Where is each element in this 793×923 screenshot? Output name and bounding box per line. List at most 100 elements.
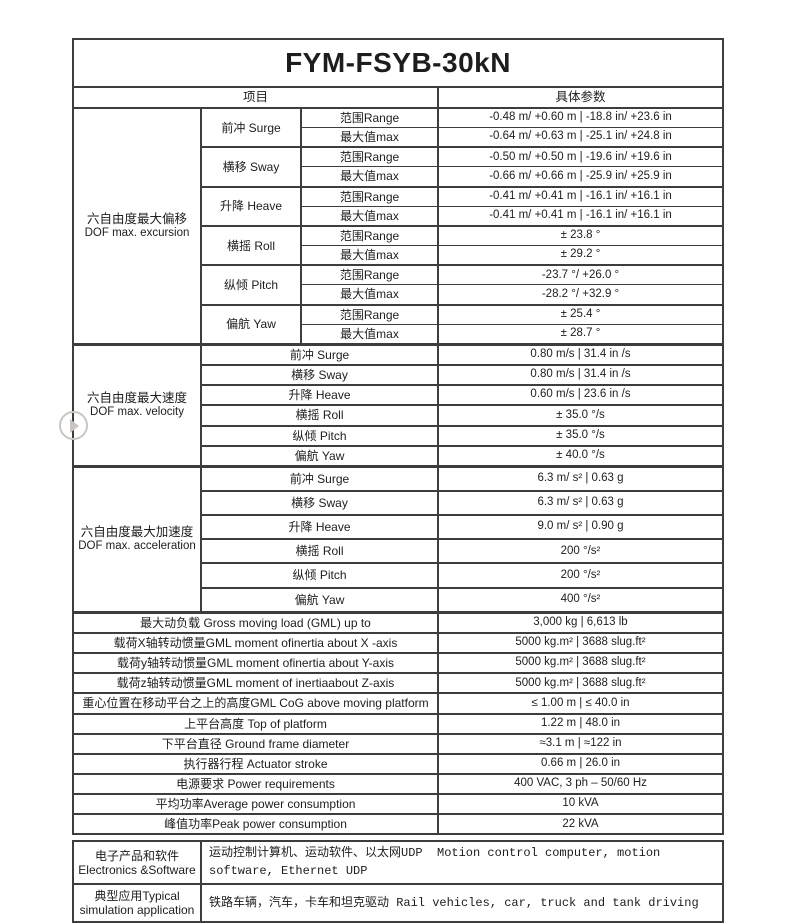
spec-sheet: FYM-FSYB-30kN 项目 具体参数 六自由度最大偏移 DOF max. … (59, 38, 724, 923)
spec-label-cell: 平均功率Average power consumption (72, 793, 439, 815)
table-row: 峰值功率Peak power consumption 22 kVA (72, 813, 724, 835)
spec-value-cell: 5000 kg.m² | 3688 slug.ft² (437, 631, 724, 654)
max-label-cell: 最大值max (300, 205, 439, 227)
application-label-zh: 典型应用Typical (94, 889, 180, 904)
value-cell: 0.80 m/s | 31.4 in /s (437, 342, 724, 366)
excursion-category-zh: 六自由度最大偏移 (86, 211, 187, 226)
table-row: 横摇 Roll 200 °/s² (73, 538, 724, 564)
acceleration-category-cell: 六自由度最大加速度 DOF max. acceleration (72, 464, 202, 613)
excursion-category-en: DOF max. excursion (84, 226, 190, 239)
dof-name-cell: 偏航 Yaw (200, 444, 439, 467)
spec-label-cell: 峰值功率Peak power consumption (72, 813, 439, 835)
column-header-row: 项目 具体参数 (72, 86, 724, 109)
dof-name-cell: 前冲 Surge (200, 464, 439, 492)
spec-value-cell: 22 kVA (437, 813, 724, 835)
dof-name-cell: 纵倾 Pitch (200, 562, 439, 589)
electronics-value-cell: 运动控制计算机、运动软件、以太网UDP Motion control compu… (200, 840, 724, 885)
spec-label-cell: 重心位置在移动平台之上的高度GML CoG above moving platf… (72, 692, 439, 715)
spec-label-cell: 载荷X轴转动惯量GML moment ofinertia about X -ax… (72, 631, 439, 654)
spec-value-cell: ≈3.1 m | ≈122 in (437, 732, 724, 755)
dof-name-cell: 横移 Sway (200, 364, 439, 386)
application-value-cell: 铁路车辆，汽车，卡车和坦克驱动 Rail vehicles, car, truc… (200, 883, 724, 923)
velocity-category-cell: 六自由度最大速度 DOF max. velocity (72, 342, 202, 467)
range-label-cell: 范围Range (300, 185, 439, 207)
dof-name-cell: 前冲 Surge (200, 107, 302, 148)
dof-name-cell: 升降 Heave (200, 514, 439, 540)
application-label-cell: 典型应用Typical simulation application (72, 883, 202, 923)
value-cell: 400 °/s² (437, 586, 724, 613)
electronics-label-cell: 电子产品和软件 Electronics &Software (72, 840, 202, 885)
dof-name-cell: 纵倾 Pitch (200, 424, 439, 447)
electronics-label-en: Electronics &Software (78, 862, 196, 877)
table-row: 下平台直径 Ground frame diameter ≈3.1 m | ≈12… (72, 732, 724, 755)
value-cell: 200 °/s² (437, 562, 724, 589)
table-row: 横移 Sway 范围Range -0.50 m/ +0.50 m | -19.6… (73, 146, 724, 188)
title-row: FYM-FSYB-30kN (72, 38, 724, 88)
value-cell: -0.64 m/ +0.63 m | -25.1 in/ +24.8 in (437, 127, 724, 148)
table-row: 横摇 Roll ± 35.0 °/s (73, 404, 724, 427)
range-label-cell: 范围Range (300, 107, 439, 129)
page-title: FYM-FSYB-30kN (72, 38, 724, 88)
table-row: 六自由度最大速度 DOF max. velocity 前冲 Surge 0.80… (72, 342, 724, 467)
value-cell: ± 25.4 ° (437, 303, 724, 325)
dof-name-cell: 前冲 Surge (200, 342, 439, 366)
dof-name-cell: 横摇 Roll (200, 404, 439, 427)
table-row: 升降 Heave 9.0 m/ s² | 0.90 g (73, 514, 724, 540)
table-row: 六自由度最大偏移 DOF max. excursion 前冲 Surge 范围R… (72, 107, 724, 345)
table-row: 重心位置在移动平台之上的高度GML CoG above moving platf… (72, 692, 724, 715)
dof-name-cell: 横摇 Roll (200, 538, 439, 564)
table-row: 横移 Sway 0.80 m/s | 31.4 in /s (73, 364, 724, 386)
spec-label-cell: 最大动负载 Gross moving load (GML) up to (72, 610, 439, 634)
max-label-cell: 最大值max (300, 323, 439, 345)
dof-name-cell: 横移 Sway (200, 489, 439, 516)
dof-name-cell: 升降 Heave (200, 384, 439, 406)
max-label-cell: 最大值max (300, 166, 439, 188)
table-row: 上平台高度 Top of platform 1.22 m | 48.0 in (72, 712, 724, 735)
table-row: 载荷z轴转动惯量GML moment of inertiaabout Z-axi… (72, 672, 724, 694)
carousel-next-icon[interactable] (59, 411, 88, 440)
table-row: 横移 Sway 6.3 m/ s² | 0.63 g (73, 489, 724, 516)
range-label-cell: 范围Range (300, 264, 439, 286)
spec-label-cell: 下平台直径 Ground frame diameter (72, 732, 439, 755)
velocity-category-zh: 六自由度最大速度 (86, 391, 187, 406)
range-label-cell: 范围Range (300, 146, 439, 168)
dof-name-cell: 偏航 Yaw (200, 303, 302, 345)
spec-value-cell: 1.22 m | 48.0 in (437, 712, 724, 735)
spec-label-cell: 执行器行程 Actuator stroke (72, 752, 439, 775)
value-cell: -23.7 °/ +26.0 ° (437, 264, 724, 286)
table-row: 纵倾 Pitch 200 °/s² (73, 562, 724, 589)
table-row: 最大值max ± 29.2 ° (73, 245, 724, 266)
spec-label-cell: 载荷y轴转动惯量GML moment ofinertia about Y-axi… (72, 652, 439, 674)
value-cell: -0.48 m/ +0.60 m | -18.8 in/ +23.6 in (437, 107, 724, 129)
params-column-header: 具体参数 (437, 86, 724, 109)
value-cell: 6.3 m/ s² | 0.63 g (437, 489, 724, 516)
table-row: 电子产品和软件 Electronics &Software 运动控制计算机、运动… (72, 840, 724, 885)
spec-label-cell: 载荷z轴转动惯量GML moment of inertiaabout Z-axi… (72, 672, 439, 694)
dof-name-cell: 横摇 Roll (200, 224, 302, 266)
value-cell: -0.50 m/ +0.50 m | -19.6 in/ +19.6 in (437, 146, 724, 168)
table-row: 典型应用Typical simulation application 铁路车辆，… (72, 883, 724, 923)
max-label-cell: 最大值max (300, 284, 439, 306)
table-row: 执行器行程 Actuator stroke 0.66 m | 26.0 in (72, 752, 724, 775)
table-row: 最大值max -0.41 m/ +0.41 m | -16.1 in/ +16.… (73, 205, 724, 227)
spec-value-cell: ≤ 1.00 m | ≤ 40.0 in (437, 692, 724, 715)
dof-name-cell: 横移 Sway (200, 146, 302, 188)
play-arrow-glyph (70, 418, 79, 433)
table-row: 最大值max ± 28.7 ° (73, 323, 724, 345)
max-label-cell: 最大值max (300, 245, 439, 266)
spec-value-cell: 3,000 kg | 6,613 lb (437, 610, 724, 634)
footer-table: 电子产品和软件 Electronics &Software 运动控制计算机、运动… (72, 840, 724, 923)
excursion-category-cell: 六自由度最大偏移 DOF max. excursion (72, 107, 202, 345)
electronics-label-zh: 电子产品和软件 (94, 848, 179, 863)
dof-name-cell: 纵倾 Pitch (200, 264, 302, 306)
table-row: 最大动负载 Gross moving load (GML) up to 3,00… (72, 610, 724, 634)
value-cell: 200 °/s² (437, 538, 724, 564)
spec-label-cell: 上平台高度 Top of platform (72, 712, 439, 735)
application-label-en: simulation application (79, 903, 195, 918)
table-row: 载荷X轴转动惯量GML moment ofinertia about X -ax… (72, 631, 724, 654)
value-cell: ± 40.0 °/s (437, 444, 724, 467)
value-cell: ± 23.8 ° (437, 224, 724, 247)
dof-name-cell: 升降 Heave (200, 185, 302, 227)
range-label-cell: 范围Range (300, 303, 439, 325)
table-row: 升降 Heave 0.60 m/s | 23.6 in /s (73, 384, 724, 406)
